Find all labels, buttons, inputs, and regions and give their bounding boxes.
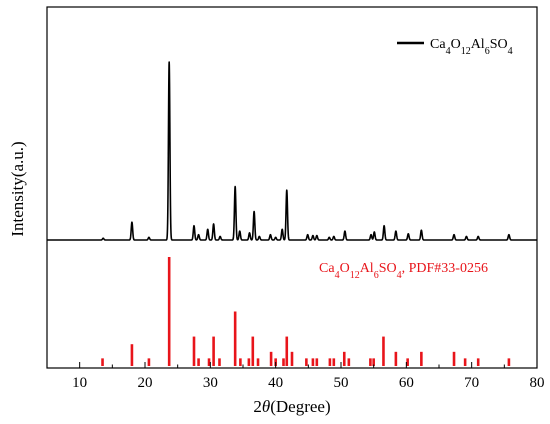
label-part: SO	[379, 261, 397, 276]
label-part: SO	[490, 37, 508, 52]
x-axis-ticks: 10 20 30 40 50 60 70 80	[46, 362, 545, 391]
x-tick-label: 60	[399, 375, 414, 391]
label-part: O	[451, 37, 461, 52]
plot-border	[46, 6, 538, 369]
x-axis-title-prefix: 2	[253, 397, 262, 416]
label-part: Ca	[319, 261, 335, 276]
xrd-pattern	[46, 61, 538, 241]
xrd-pattern-line	[46, 61, 538, 241]
label-part: 4	[397, 270, 402, 281]
x-tick-label: 20	[138, 375, 153, 391]
label-part: , PDF#33-0256	[402, 261, 488, 276]
label-part: 12	[461, 46, 471, 57]
legend: Ca4O12Al6SO4	[397, 37, 513, 57]
reference-pattern	[101, 257, 511, 366]
label-part: 4	[446, 46, 451, 57]
plot-frame	[46, 6, 538, 369]
label-part: 6	[485, 46, 490, 57]
x-tick-label: 50	[334, 375, 349, 391]
label-part: Al	[471, 37, 485, 52]
x-tick-label: 30	[203, 375, 218, 391]
y-axis-title: Intensity(a.u.)	[8, 141, 27, 236]
label-part: O	[340, 261, 350, 276]
x-tick-label: 80	[530, 375, 545, 391]
x-tick-label: 70	[464, 375, 479, 391]
label-part: Ca	[430, 37, 446, 52]
label-part: 12	[350, 270, 360, 281]
x-tick-label: 10	[72, 375, 87, 391]
reference-label: Ca4O12Al6SO4, PDF#33-0256	[319, 261, 488, 281]
x-axis-title-suffix: (Degree)	[270, 397, 330, 416]
label-part: 6	[374, 270, 379, 281]
label-part: Al	[360, 261, 374, 276]
x-tick-label: 40	[268, 375, 283, 391]
x-axis-title: 2θ(Degree)	[253, 397, 330, 416]
label-part: 4	[508, 46, 513, 57]
x-axis-title-symbol: θ	[262, 397, 270, 416]
legend-label: Ca4O12Al6SO4	[430, 37, 513, 57]
label-part: 4	[335, 270, 340, 281]
